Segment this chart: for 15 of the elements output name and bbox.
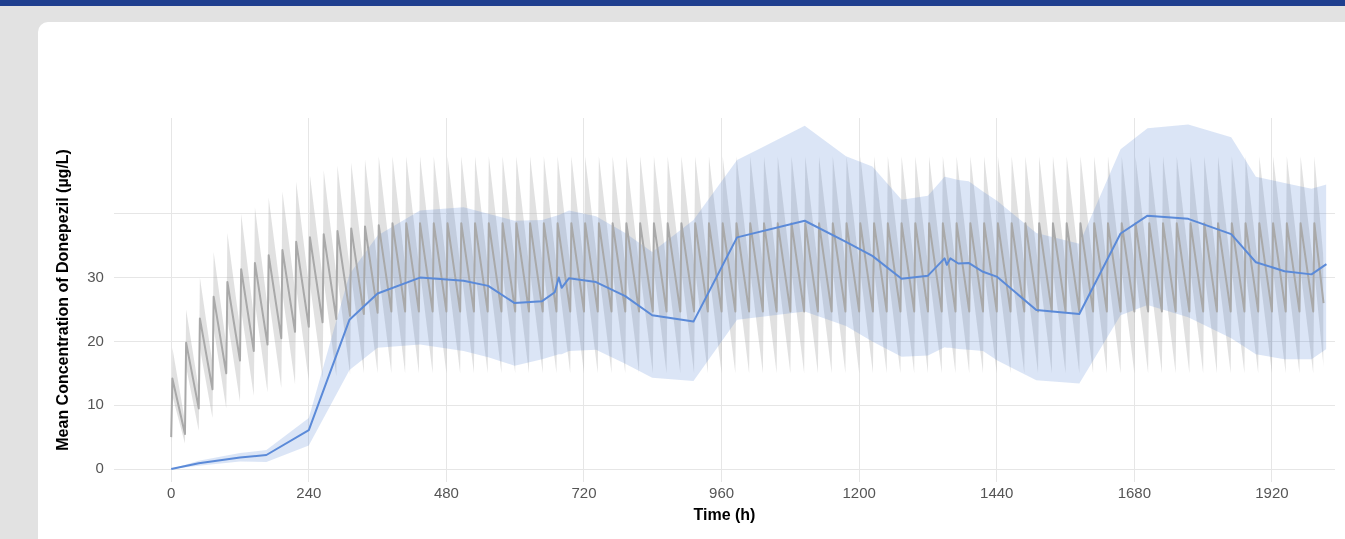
x-tick-label: 1920 [1255,483,1289,501]
x-tick-label: 1680 [1117,483,1152,501]
x-tick-label: 720 [571,483,597,501]
x-tick-label: 240 [296,483,322,501]
x-axis-title: Time (h) [693,505,756,523]
y-tick-label: 10 [87,395,104,413]
x-tick-label: 960 [709,483,735,501]
y-axis-title: Mean Concentration of Donepezil (µg/L) [54,149,72,451]
x-tick-label: 1440 [980,483,1014,501]
y-tick-label: 0 [95,459,104,477]
x-tick-label: 0 [167,483,176,501]
x-tick-label: 480 [433,483,459,501]
x-tick-label: 1200 [842,483,876,501]
y-tick-label: 30 [87,267,104,285]
y-tick-label: 20 [87,331,104,349]
